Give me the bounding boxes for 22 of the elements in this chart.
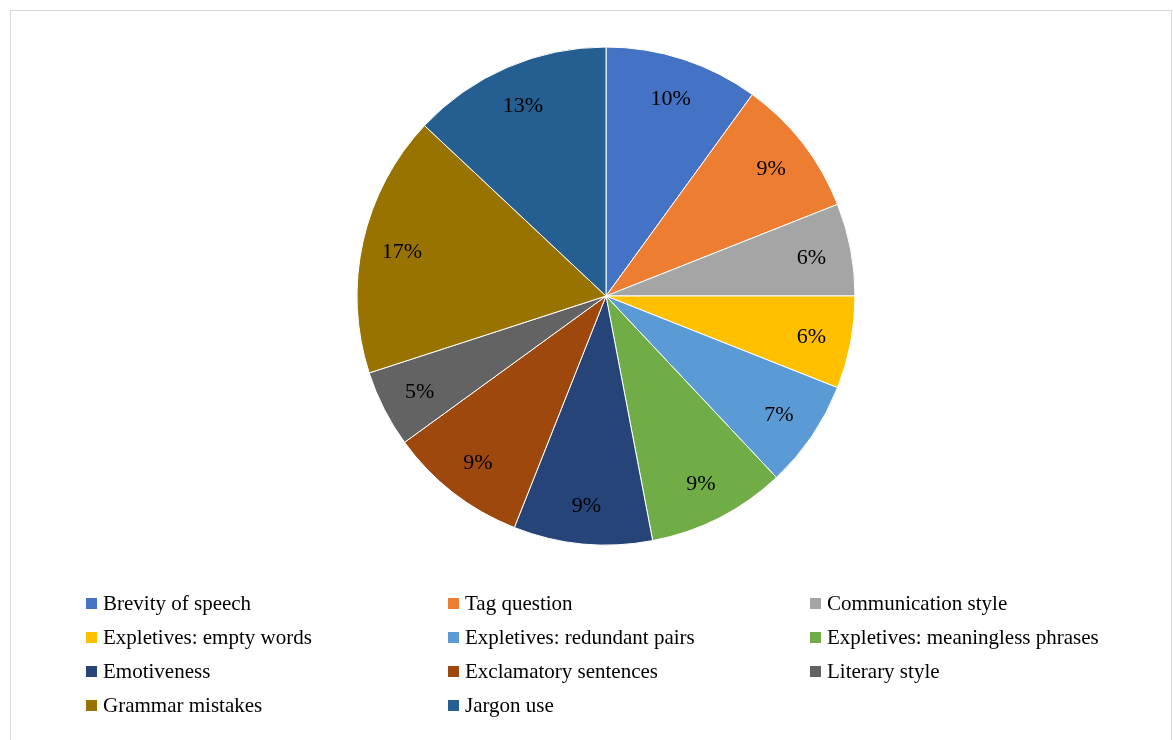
legend-label: Communication style bbox=[827, 591, 1008, 616]
data-label: 9% bbox=[571, 491, 601, 517]
data-label: 5% bbox=[404, 378, 435, 404]
data-label: 9% bbox=[756, 155, 786, 181]
data-label: 13% bbox=[502, 91, 544, 117]
data-label: 7% bbox=[764, 401, 794, 427]
legend-label: Emotiveness bbox=[103, 659, 211, 684]
legend-label: Expletives: empty words bbox=[103, 625, 312, 650]
legend-label: Brevity of speech bbox=[103, 591, 252, 616]
data-label: 6% bbox=[796, 322, 827, 348]
legend-label: Literary style bbox=[827, 659, 940, 684]
legend-label: Tag question bbox=[465, 591, 573, 616]
legend-label: Jargon use bbox=[465, 693, 554, 718]
data-label: 9% bbox=[463, 448, 493, 474]
legend-label: Expletives: meaningless phrases bbox=[827, 625, 1099, 650]
legend-label: Grammar mistakes bbox=[103, 693, 263, 718]
legend-label: Exclamatory sentences bbox=[465, 659, 658, 684]
data-label: 9% bbox=[686, 469, 716, 495]
data-label: 6% bbox=[796, 244, 827, 270]
legend-label: Expletives: redundant pairs bbox=[465, 625, 695, 650]
data-label: 17% bbox=[381, 237, 423, 263]
data-label: 10% bbox=[650, 84, 691, 110]
